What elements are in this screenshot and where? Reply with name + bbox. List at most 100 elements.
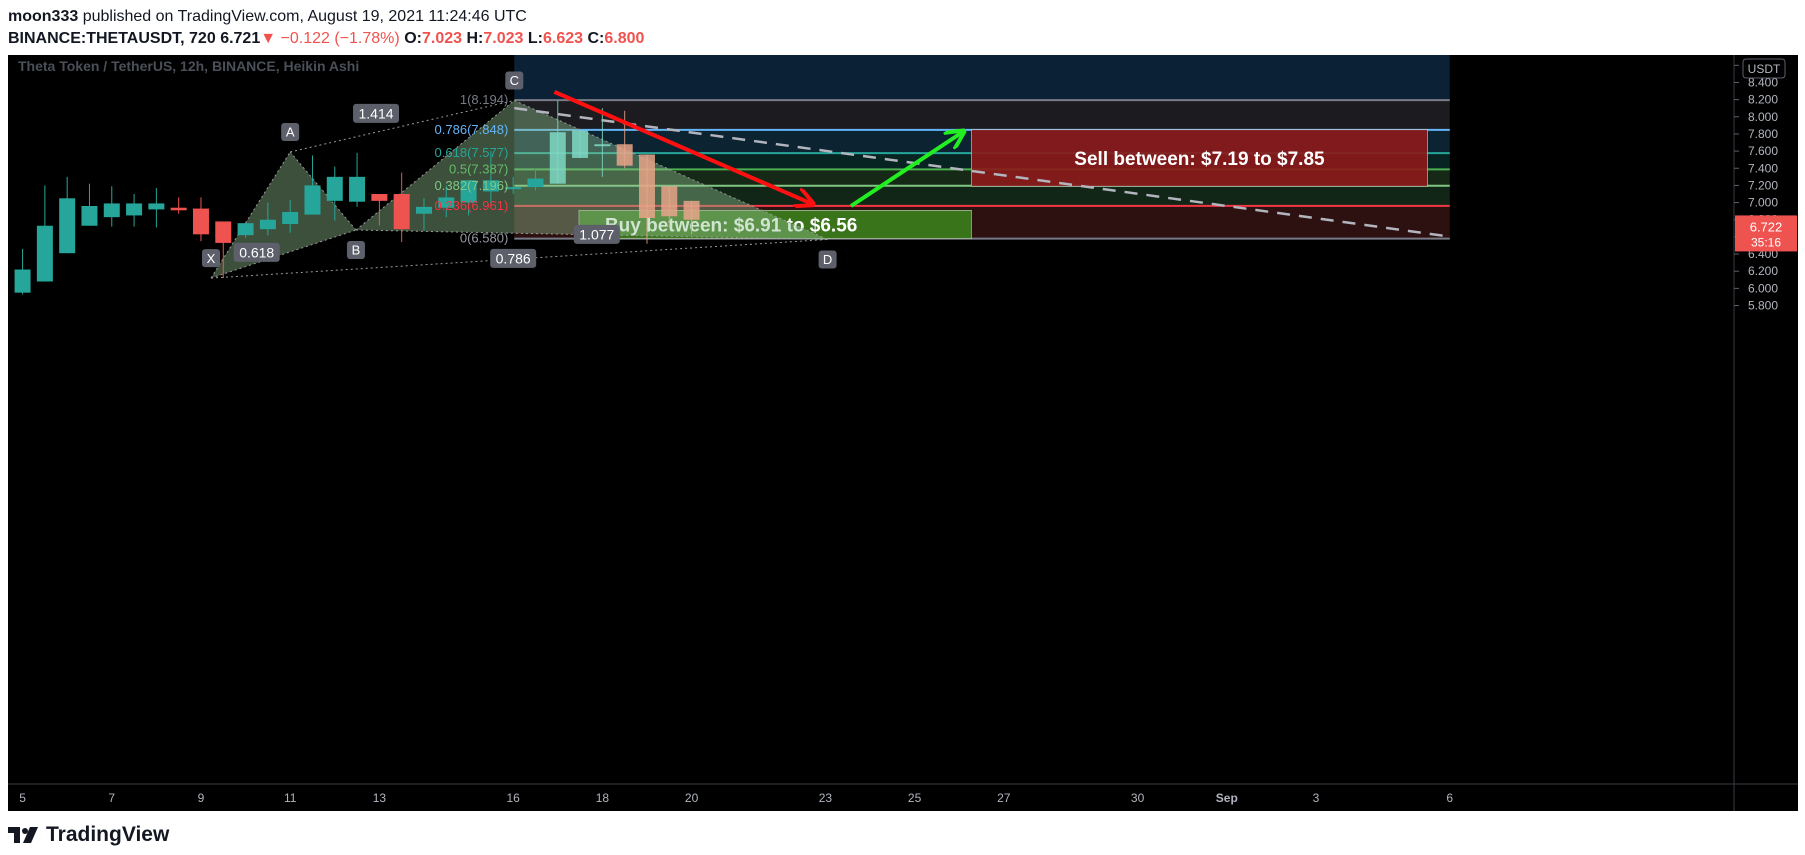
currency-badge-box [1742, 58, 1786, 79]
green-arrow [849, 131, 964, 208]
symbol-line: BINANCE:THETAUSDT, 720 6.721▼ −0.122 (−1… [8, 28, 1798, 50]
pattern-ratio-label: 0.618 [239, 244, 274, 260]
pattern-point-b: B [352, 243, 361, 258]
candle-body [304, 185, 321, 215]
price-trend-line [514, 106, 1450, 238]
candle-body [14, 269, 31, 293]
candle-body [415, 206, 432, 214]
pattern-ratio-label-box [573, 224, 620, 244]
fib-label-0: 0(6.580) [460, 231, 508, 246]
low-value: 6.623 [542, 30, 584, 47]
candle-body [103, 203, 120, 218]
price-chart[interactable]: Sell between: $7.19 to $7.85 Buy between:… [8, 55, 1798, 811]
pattern-ratio-label: 1.077 [579, 226, 614, 242]
candle-body [482, 180, 499, 192]
pattern-edge [289, 151, 357, 231]
pattern-point-d: D [823, 252, 832, 267]
pattern-ratio-label-box [233, 242, 280, 262]
time-tick-label: Sep [1216, 791, 1238, 805]
candle-body [683, 200, 700, 220]
candle-body [215, 221, 232, 243]
pattern-edge [355, 100, 515, 231]
price-tick-label: 8.200 [1748, 93, 1778, 107]
price-tick-label: 6.200 [1748, 264, 1778, 278]
candle-body [460, 180, 477, 203]
time-tick-label: 6 [1446, 791, 1453, 805]
author-name[interactable]: moon333 [8, 8, 79, 25]
axes: 5.8006.0006.2006.4006.6006.8007.0007.200… [8, 55, 1798, 811]
trade-zones: Sell between: $7.19 to $7.85 Buy between:… [578, 129, 1428, 239]
pattern-point-x: X [207, 251, 216, 266]
price-axis-background [1734, 55, 1798, 811]
fib-label-0.5: 0.5(7.387) [449, 161, 508, 176]
fib-band [514, 100, 1450, 130]
time-tick-label: 11 [284, 791, 297, 805]
fib-band-extension [514, 55, 1450, 101]
candle-body [148, 203, 165, 210]
publisher-line: moon333 published on TradingView.com, Au… [8, 6, 1798, 28]
pattern-ratio-label: 1.414 [359, 105, 394, 121]
price-tick-label: 5.800 [1748, 299, 1778, 313]
time-tick-label: 3 [1313, 791, 1320, 805]
fib-label-0.382: 0.382(7.196) [435, 178, 509, 193]
published-info: published on TradingView.com, August 19,… [82, 8, 527, 25]
candle-body [438, 197, 455, 208]
time-tick-label: 27 [997, 791, 1011, 805]
candle-body [371, 193, 388, 201]
candle-body [661, 186, 678, 217]
fib-label-0.236: 0.236(6.961) [435, 198, 509, 213]
price-tick-label: 7.400 [1748, 161, 1778, 175]
pattern-point-a: A [286, 125, 295, 140]
footer: TradingView [8, 820, 169, 850]
pattern-point-x-box [202, 249, 221, 268]
candle-body [549, 132, 566, 184]
fib-label-0.618: 0.618(7.577) [435, 145, 509, 160]
chart-title: Theta Token / TetherUS, 12h, BINANCE, He… [18, 58, 359, 74]
current-price-marker [1735, 215, 1797, 252]
pattern-edge [514, 100, 828, 240]
price-change: −0.122 (−1.78%) [280, 30, 400, 47]
pattern-ratio-label-box [490, 248, 537, 268]
price-tick-label: 7.200 [1748, 178, 1778, 192]
price-tick-label: 7.600 [1748, 144, 1778, 158]
candle-body [505, 187, 522, 190]
pattern-ratio-label: 0.786 [496, 250, 531, 266]
time-tick-label: 25 [908, 791, 922, 805]
price-tick-label: 7.800 [1748, 127, 1778, 141]
candle-body [572, 130, 589, 158]
last-price: 6.721 [220, 30, 261, 47]
time-tick-label: 18 [596, 791, 610, 805]
countdown-timer: 35:16 [1751, 235, 1781, 249]
fib-label-0.786: 0.786(7.848) [435, 122, 509, 137]
fib-band [514, 185, 1450, 206]
time-tick-label: 20 [685, 791, 699, 805]
candle-body [237, 223, 254, 236]
candles [14, 100, 700, 295]
pattern-point-b-box [346, 241, 365, 260]
time-tick-label: 13 [373, 791, 387, 805]
candle-body [527, 178, 544, 188]
candle-body [326, 176, 343, 201]
candle-body [393, 193, 410, 230]
publication-header: moon333 published on TradingView.com, Au… [8, 6, 1798, 50]
pattern-point-c: C [510, 73, 519, 88]
price-tick-label: 6.000 [1748, 281, 1778, 295]
pattern-point-d-box [818, 250, 837, 269]
candle-body [594, 144, 611, 147]
time-tick-label: 5 [19, 791, 26, 805]
candle-body [126, 203, 143, 216]
tradingview-brand[interactable]: TradingView [46, 823, 170, 846]
pattern-edge [290, 99, 515, 153]
pattern-ratio-label-box [353, 103, 400, 123]
symbol-label: BINANCE:THETAUSDT, 720 [8, 30, 216, 47]
time-tick-label: 23 [819, 791, 833, 805]
high-value: 7.023 [483, 30, 524, 47]
red-arrow [553, 90, 813, 204]
currency-badge: USDT [1748, 62, 1781, 76]
candle-body [81, 206, 98, 226]
time-tick-label: 30 [1131, 791, 1145, 805]
fib-label-1: 1(8.194) [460, 92, 508, 107]
time-tick-label: 7 [108, 791, 115, 805]
candle-body [59, 198, 76, 254]
candle-body [192, 208, 209, 235]
